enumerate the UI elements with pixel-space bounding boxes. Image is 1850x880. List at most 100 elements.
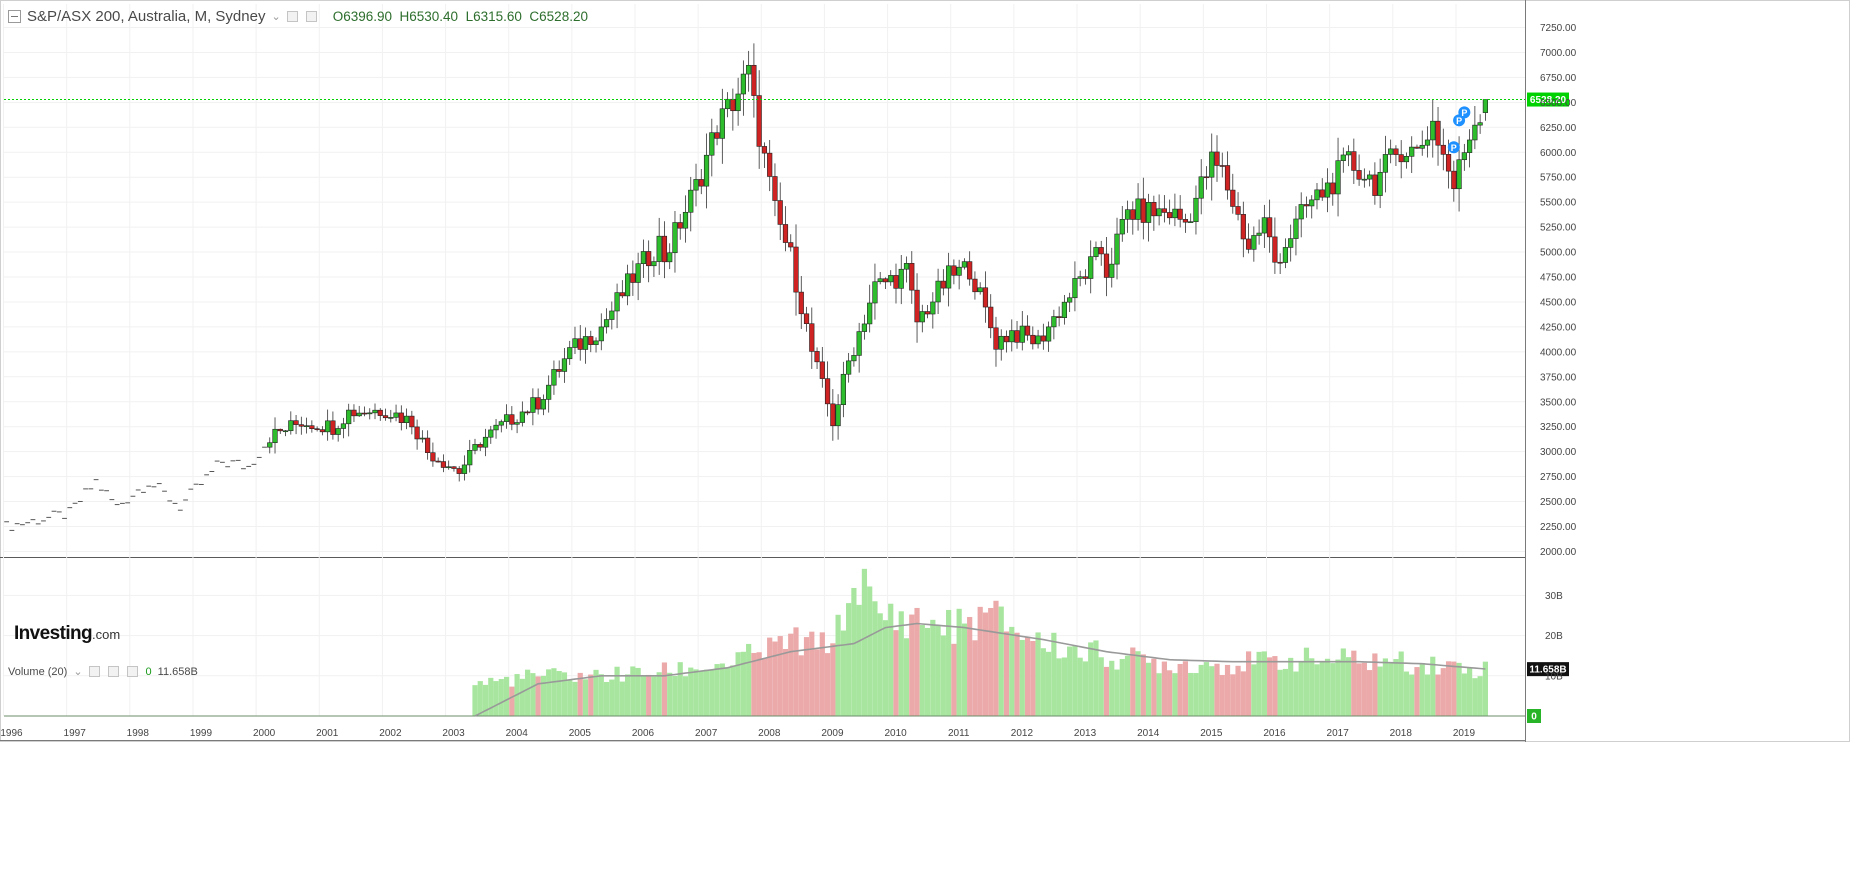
event-marker-label: P	[1461, 108, 1467, 118]
volume-bar	[1072, 645, 1078, 716]
volume-bar	[1282, 668, 1289, 716]
volume-tick-label: 10B	[1545, 671, 1563, 682]
price-candle	[1019, 325, 1025, 343]
price-candle	[288, 420, 294, 432]
price-candle	[530, 397, 536, 413]
price-candle	[830, 403, 836, 427]
price-candle	[367, 412, 373, 415]
price-candle	[440, 461, 447, 468]
price-candle	[940, 280, 946, 289]
price-tick-label: 5250.00	[1540, 223, 1577, 234]
price-candle	[1098, 247, 1104, 255]
price-candle	[1024, 325, 1031, 336]
volume-bar	[1061, 657, 1067, 716]
price-candle	[856, 331, 862, 356]
volume-bar	[546, 669, 552, 716]
price-tick-label: 5000.00	[1540, 248, 1577, 259]
volume-bar	[1224, 664, 1231, 716]
volume-bar	[1130, 647, 1136, 716]
volume-bar	[651, 676, 657, 716]
price-candle	[935, 280, 941, 303]
price-candle	[1214, 151, 1220, 166]
volume-visibility-icon[interactable]	[88, 666, 100, 677]
volume-bar	[819, 632, 825, 716]
volume-bar	[509, 686, 515, 716]
volume-bar	[1240, 671, 1246, 716]
price-candle	[1361, 178, 1367, 181]
price-candle	[898, 268, 904, 289]
volume-bar	[1388, 663, 1394, 716]
price-candle	[493, 424, 499, 431]
price-candle	[924, 311, 931, 315]
volume-bar	[1398, 651, 1404, 716]
volume-bar	[856, 604, 862, 716]
volume-bar	[1193, 673, 1199, 716]
price-candle	[951, 265, 957, 276]
price-candle	[1177, 208, 1183, 220]
time-tick-label: 2014	[1137, 728, 1160, 739]
volume-bar	[956, 608, 962, 716]
volume-bar	[1098, 657, 1104, 716]
price-tick-label: 3750.00	[1540, 372, 1577, 383]
volume-bar	[1056, 658, 1062, 716]
price-candle	[1377, 171, 1383, 196]
time-tick-label: 2001	[316, 728, 339, 739]
volume-chevron-icon[interactable]: ⌄	[73, 666, 83, 678]
brand-logo: Investing.com	[14, 623, 120, 645]
low-value: L6315.60	[465, 9, 522, 24]
price-tick-label: 2000.00	[1540, 547, 1577, 558]
volume-bar	[1403, 671, 1410, 716]
collapse-legend-icon[interactable]	[8, 10, 21, 23]
volume-settings-icon[interactable]	[107, 666, 119, 677]
time-tick-label: 1999	[190, 728, 213, 739]
volume-bar	[667, 672, 673, 716]
volume-bar	[525, 669, 531, 716]
settings-icon[interactable]	[305, 11, 317, 22]
volume-bar	[556, 670, 562, 716]
time-tick-label: 2019	[1453, 728, 1476, 739]
price-candle	[740, 73, 746, 95]
price-candle	[751, 64, 757, 96]
symbol-title[interactable]: S&P/ASX 200, Australia, M, Sydney	[27, 8, 266, 25]
volume-bar	[746, 643, 752, 716]
volume-close-icon[interactable]	[126, 666, 138, 677]
volume-title[interactable]: Volume (20)	[8, 665, 68, 678]
volume-bar	[551, 668, 557, 716]
price-candle	[1477, 122, 1483, 126]
price-candle	[1035, 335, 1041, 345]
volume-bar	[846, 603, 852, 716]
volume-ma-line	[474, 622, 1486, 717]
price-candle	[819, 361, 825, 379]
volume-bar	[572, 681, 578, 716]
price-candle	[619, 292, 625, 297]
volume-bar	[951, 643, 957, 716]
volume-bar	[777, 636, 783, 716]
price-candle	[609, 310, 615, 320]
volume-bar	[1324, 658, 1331, 716]
visibility-icon[interactable]	[286, 11, 298, 22]
last-price-tag	[1527, 92, 1569, 107]
price-candle	[1393, 148, 1399, 155]
price-candle	[1224, 165, 1231, 191]
price-tick-label: 4000.00	[1540, 347, 1577, 358]
price-candle	[346, 409, 352, 425]
price-candle	[1235, 206, 1241, 215]
volume-bar	[982, 612, 989, 716]
price-candle	[556, 369, 562, 372]
volume-bar	[1461, 673, 1467, 716]
volume-bar	[709, 669, 715, 716]
price-candle	[1419, 144, 1425, 149]
price-candle	[988, 306, 994, 329]
time-tick-label: 2015	[1200, 728, 1223, 739]
price-candle	[1388, 148, 1394, 155]
volume-bar	[1261, 651, 1267, 716]
time-tick-label: 2004	[506, 728, 529, 739]
price-candle	[872, 281, 878, 304]
volume-bar	[946, 609, 952, 716]
price-candle	[640, 251, 646, 264]
volume-bar	[1309, 658, 1315, 716]
dropdown-chevron-icon[interactable]: ⌄	[271, 11, 281, 23]
price-candle	[1456, 159, 1462, 190]
